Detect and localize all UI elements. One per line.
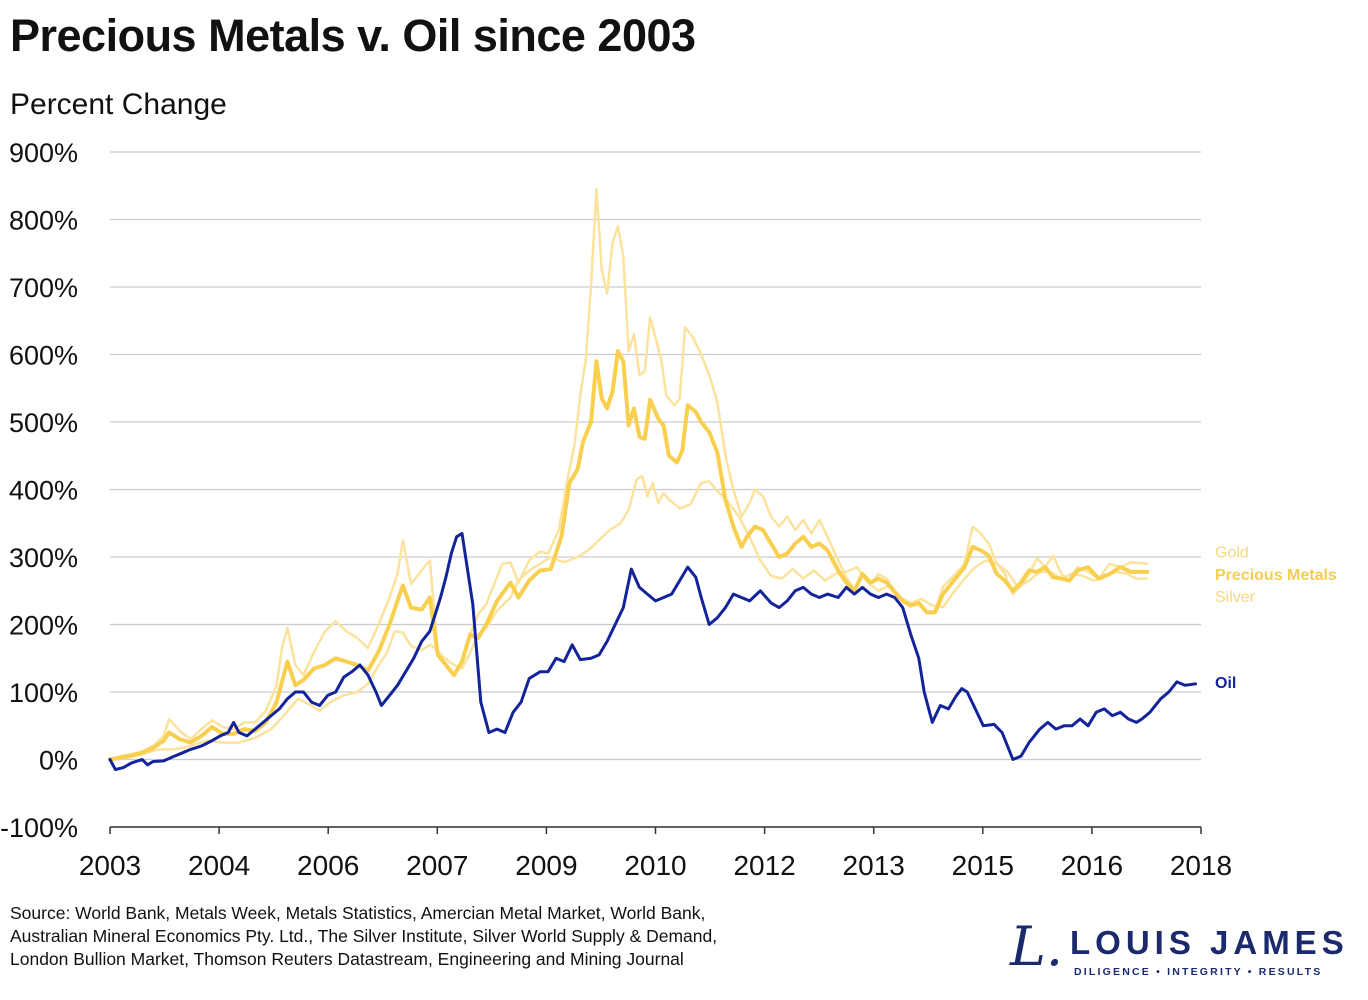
y-tick-label: 100% [9, 678, 78, 708]
x-tick-label: 2006 [297, 850, 359, 881]
source-note: Source: World Bank, Metals Week, Metals … [10, 902, 890, 971]
y-tick-label: 900% [9, 138, 78, 168]
oil-end-label: Oil [1215, 675, 1236, 692]
y-tick-label: -100% [0, 813, 78, 843]
x-tick-label: 2007 [406, 850, 468, 881]
chart-title: Precious Metals v. Oil since 2003 [10, 10, 696, 61]
y-tick-label: 600% [9, 341, 78, 371]
x-tick-label: 2016 [1061, 850, 1123, 881]
y-tick-label: 300% [9, 543, 78, 573]
x-tick-label: 2013 [843, 850, 905, 881]
x-tick-label: 2010 [624, 850, 686, 881]
source-line: London Bullion Market, Thomson Reuters D… [10, 949, 684, 969]
y-axis-label: Percent Change [10, 88, 227, 121]
gold-line [108, 187, 1149, 761]
logo-mark: L. [1010, 915, 1064, 978]
precious-metals-end-label: Precious Metals [1215, 567, 1337, 584]
x-tick-label: 2003 [79, 850, 141, 881]
silver-end-label: Silver [1215, 589, 1256, 606]
gold-end-label: Gold [1215, 545, 1249, 562]
series-end-labels: Gold Precious Metals Silver Oil [1215, 545, 1337, 692]
x-tick-label: 2009 [515, 850, 577, 881]
x-tick-label: 2018 [1170, 850, 1232, 881]
y-axis-ticks: 900% 800% 700% 600% 500% 400% 300% 200% 100% 0% -1… [0, 138, 78, 843]
y-tick-label: 700% [9, 273, 78, 303]
source-line: Australian Mineral Economics Pty. Ltd., … [10, 926, 718, 946]
y-tick-label: 0% [39, 746, 78, 776]
y-tick-label: 500% [9, 408, 78, 438]
louis-james-logo: L. LOUIS JAMES DILIGENCE • INTEGRITY • R… [1008, 918, 1353, 988]
x-tick-label: 2012 [733, 850, 795, 881]
line-chart: 900% 800% 700% 600% 500% 400% 300% 200% 100% 0% -1… [0, 138, 1337, 881]
oil-line [108, 531, 1198, 772]
silver-line [108, 474, 1149, 761]
precious-metals-line [108, 349, 1150, 762]
x-tick-label: 2015 [952, 850, 1014, 881]
source-line: Source: World Bank, Metals Week, Metals … [10, 903, 706, 923]
y-tick-label: 400% [9, 476, 78, 506]
y-tick-label: 800% [9, 206, 78, 236]
series-lines [108, 187, 1198, 772]
x-axis-ticks: 2003 2004 2006 2007 2009 2010 2012 2013 2015 2016… [79, 827, 1232, 881]
logo-tagline: DILIGENCE • INTEGRITY • RESULTS [1074, 966, 1323, 978]
logo-name: LOUIS JAMES [1070, 924, 1349, 961]
x-tick-label: 2004 [188, 850, 250, 881]
y-tick-label: 200% [9, 611, 78, 641]
